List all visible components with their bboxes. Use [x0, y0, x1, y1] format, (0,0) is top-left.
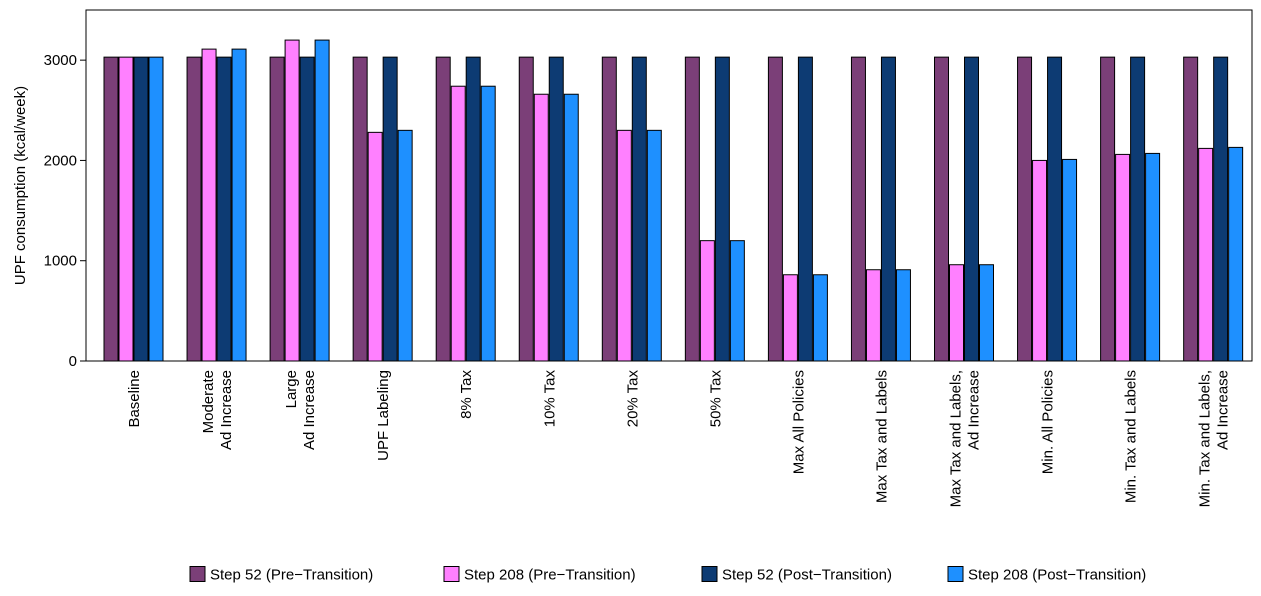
x-tick-label-0-line-0: Baseline: [126, 370, 143, 428]
legend-label-2: Step 52 (Post−Transition): [722, 567, 892, 584]
bar-cat3-series0: [352, 56, 368, 362]
bar-cat4-series0: [435, 56, 451, 362]
plot-frame: [85, 9, 1253, 362]
bar-cat3-series1: [367, 131, 383, 362]
legend-label-0: Step 52 (Pre−Transition): [210, 567, 373, 584]
bar-cat2-series1: [284, 39, 300, 362]
bars-layer: [103, 39, 1244, 362]
legend-swatch-1: [443, 566, 460, 582]
x-tick-label-2-line-1: Ad Increase: [301, 370, 318, 450]
bar-cat2-series0: [269, 56, 285, 362]
bar-cat5-series3: [563, 93, 579, 362]
x-tick-label-4-line-0: 8% Tax: [458, 370, 475, 419]
y-tick-label-3: 3000: [44, 52, 77, 69]
y-tick-label-2: 2000: [44, 152, 77, 169]
bar-cat12-series3: [1145, 152, 1161, 362]
bar-cat4-series3: [480, 85, 496, 362]
bar-cat8-series2: [797, 56, 813, 362]
x-tick-label-7-line-0: 50% Tax: [707, 370, 724, 428]
bar-cat10-series1: [949, 264, 964, 362]
x-tick-label-13-line-1: Ad Increase: [1215, 370, 1232, 450]
bar-cat8-series1: [782, 274, 798, 362]
x-tick-label-1-line-0: Moderate: [200, 370, 217, 433]
bar-cat4-series1: [450, 85, 466, 362]
bar-cat0-series0: [103, 56, 119, 362]
x-tick-label-10-line-0: Max Tax and Labels,: [948, 370, 965, 507]
bar-cat12-series0: [1100, 56, 1116, 362]
bar-cat7-series3: [729, 240, 745, 362]
bar-cat13-series0: [1183, 56, 1199, 362]
x-tick-label-12-line-0: Min. Tax and Labels: [1123, 370, 1140, 503]
bar-cat10-series3: [979, 264, 994, 362]
x-tick-label-13-line-0: Min. Tax and Labels,: [1197, 370, 1214, 507]
x-axis: Baseline Moderate Ad Increase Large Ad Incre…: [126, 370, 1232, 508]
bar-cat9-series0: [850, 56, 866, 362]
bar-cat5-series1: [533, 93, 549, 362]
bar-cat11-series3: [1062, 158, 1078, 362]
bar-cat13-series3: [1228, 146, 1244, 362]
legend-swatch-2: [701, 566, 718, 582]
bar-cat10-series0: [934, 56, 949, 362]
legend-swatch-0: [189, 566, 206, 582]
bar-cat9-series1: [865, 269, 881, 362]
x-tick-label-9-line-0: Max Tax and Labels: [873, 370, 890, 503]
bar-cat7-series0: [684, 56, 700, 362]
bar-cat2-series3: [314, 39, 330, 362]
bar-cat6-series2: [631, 56, 647, 362]
bar-cat12-series2: [1130, 56, 1146, 362]
bar-cat1-series1: [201, 48, 217, 362]
x-tick-label-6-line-0: 20% Tax: [624, 370, 641, 428]
bar-cat0-series3: [148, 56, 164, 362]
bar-cat2-series2: [299, 56, 315, 362]
bar-cat1-series0: [186, 56, 202, 362]
bar-cat5-series0: [518, 56, 534, 362]
bar-cat13-series2: [1213, 56, 1229, 362]
bar-cat4-series2: [465, 56, 481, 362]
x-tick-label-1-line-1: Ad Increase: [218, 370, 235, 450]
bar-cat11-series2: [1047, 56, 1063, 362]
x-tick-label-3-line-0: UPF Labeling: [375, 370, 392, 461]
legend: Step 52 (Pre−Transition) Step 208 (Pre−Tr…: [189, 566, 1146, 584]
bar-cat10-series2: [964, 56, 979, 362]
bar-cat0-series1: [118, 56, 134, 362]
x-tick-label-8-line-0: Max All Policies: [790, 370, 807, 474]
x-tick-label-5-line-0: 10% Tax: [541, 370, 558, 428]
x-tick-label-11-line-0: Min. All Policies: [1040, 370, 1057, 474]
legend-label-1: Step 208 (Pre−Transition): [464, 567, 636, 584]
legend-swatch-3: [947, 566, 964, 582]
bar-cat8-series3: [812, 274, 828, 362]
bar-cat3-series2: [382, 56, 398, 362]
y-tick-label-1: 1000: [44, 253, 77, 270]
bar-cat9-series3: [895, 269, 911, 362]
x-tick-label-10-line-1: Ad Increase: [966, 370, 983, 450]
y-axis: 0 1000 2000 3000: [44, 52, 86, 370]
bar-cat7-series2: [714, 56, 730, 362]
bar-cat6-series3: [646, 129, 662, 362]
bar-cat6-series1: [616, 129, 632, 362]
bar-cat0-series2: [133, 56, 149, 362]
bar-cat7-series1: [699, 240, 715, 362]
legend-label-3: Step 208 (Post−Transition): [968, 567, 1146, 584]
x-tick-label-2-line-0: Large: [283, 370, 300, 408]
y-tick-label-0: 0: [69, 353, 77, 370]
bar-cat9-series2: [880, 56, 896, 362]
bar-cat3-series3: [397, 129, 413, 362]
bar-cat1-series2: [216, 56, 232, 362]
bar-cat5-series2: [548, 56, 564, 362]
bar-cat6-series0: [601, 56, 617, 362]
y-axis-label: UPF consumption (kcal/week): [12, 86, 29, 285]
bar-cat11-series0: [1017, 56, 1033, 362]
bar-cat11-series1: [1032, 159, 1048, 362]
bar-cat8-series0: [767, 56, 783, 362]
bar-cat12-series1: [1115, 153, 1131, 362]
bar-cat1-series3: [231, 48, 247, 362]
bar-cat13-series1: [1198, 147, 1214, 362]
